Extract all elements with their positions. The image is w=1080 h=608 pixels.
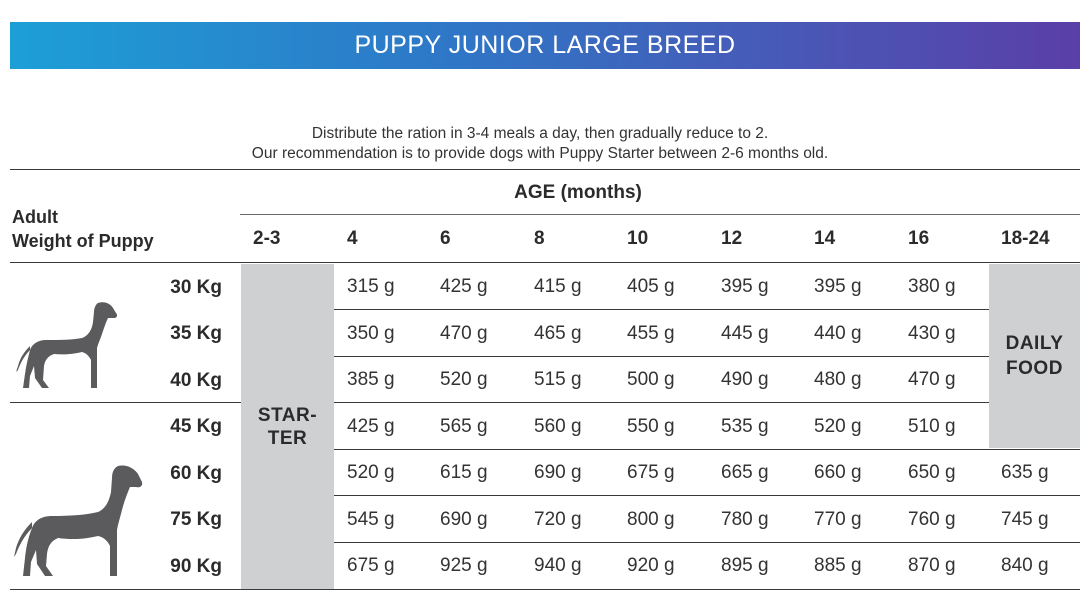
table-cell: 770 g [814, 509, 862, 530]
table-cell: 660 g [814, 462, 862, 483]
instruction-line-2: Our recommendation is to provide dogs wi… [251, 145, 829, 162]
table-cell: 425 g [347, 416, 395, 437]
column-header-4: 4 [347, 228, 358, 249]
row-weight-60: 60 Kg [170, 462, 222, 484]
row-weight-35: 35 Kg [170, 322, 222, 344]
row-weight-75: 75 Kg [170, 508, 222, 530]
daily-food-cell: DAILY FOOD [989, 264, 1080, 448]
table-cell: 480 g [814, 369, 862, 390]
table-cell: 635 g [1001, 462, 1049, 483]
table-cell: 515 g [534, 369, 582, 390]
table-cell: 895 g [721, 555, 769, 576]
column-header-16: 16 [908, 228, 930, 249]
table-cell: 500 g [627, 369, 675, 390]
table-cell: 350 g [347, 323, 395, 344]
dog-silhouette-icon [16, 302, 118, 388]
column-header-8: 8 [534, 228, 545, 249]
row-weight-45: 45 Kg [170, 415, 222, 437]
table-cell: 510 g [908, 416, 956, 437]
table-cell: 675 g [627, 462, 675, 483]
row-divider [334, 356, 989, 357]
feeding-instructions: Distribute the ration in 3-4 meals a day… [0, 124, 1080, 164]
page-title-banner: PUPPY JUNIOR LARGE BREED [10, 22, 1080, 69]
table-cell: 470 g [908, 369, 956, 390]
column-header-10: 10 [627, 228, 649, 249]
table-cell: 445 g [721, 323, 769, 344]
table-cell: 440 g [814, 323, 862, 344]
table-cell: 425 g [440, 276, 488, 297]
table-cell: 315 g [347, 276, 395, 297]
weight-header-line-1: Adult [12, 207, 58, 227]
table-cell: 690 g [534, 462, 582, 483]
row-divider [334, 402, 989, 403]
row-weight-90: 90 Kg [170, 555, 222, 577]
instruction-line-1: Distribute the ration in 3-4 meals a day… [311, 125, 769, 142]
table-top-rule [10, 169, 1080, 170]
table-cell: 565 g [440, 416, 488, 437]
column-header-12: 12 [721, 228, 743, 249]
table-bottom-rule [10, 589, 1080, 590]
table-cell: 455 g [627, 323, 675, 344]
starter-label-line-2: TER [267, 427, 308, 449]
starter-label-line-1: STAR- [257, 404, 318, 426]
table-cell: 870 g [908, 555, 956, 576]
column-header-14: 14 [814, 228, 836, 249]
row-divider [334, 542, 1080, 543]
column-header-2-3: 2-3 [253, 228, 281, 249]
table-cell: 385 g [347, 369, 395, 390]
column-header-18-24: 18-24 [1001, 228, 1050, 249]
table-cell: 395 g [814, 276, 862, 297]
table-cell: 380 g [908, 276, 956, 297]
row-weight-30: 30 Kg [170, 276, 222, 298]
table-cell: 615 g [440, 462, 488, 483]
table-cell: 415 g [534, 276, 582, 297]
table-cell: 650 g [908, 462, 956, 483]
table-cell: 560 g [534, 416, 582, 437]
table-cell: 940 g [534, 555, 582, 576]
table-cell: 925 g [440, 555, 488, 576]
table-cell: 430 g [908, 323, 956, 344]
daily-food-label-line-2: FOOD [1006, 358, 1063, 379]
table-cell: 780 g [721, 509, 769, 530]
row-divider [334, 309, 989, 310]
column-header-6: 6 [440, 228, 451, 249]
table-cell: 405 g [627, 276, 675, 297]
starter-cell: STAR- TER [241, 264, 334, 589]
table-cell: 840 g [1001, 555, 1049, 576]
age-header: AGE (months) [514, 182, 642, 203]
table-cell: 490 g [721, 369, 769, 390]
group-divider-rule [10, 402, 241, 403]
weight-header-line-2: Weight of Puppy [12, 231, 154, 251]
table-cell: 465 g [534, 323, 582, 344]
great-dane-silhouette-icon [14, 465, 143, 576]
table-cell: 550 g [627, 416, 675, 437]
table-cell: 545 g [347, 509, 395, 530]
table-cell: 920 g [627, 555, 675, 576]
table-cell: 720 g [534, 509, 582, 530]
weight-header: Adult Weight of Puppy [12, 205, 154, 253]
table-cell: 885 g [814, 555, 862, 576]
row-divider [334, 495, 1080, 496]
age-header-rule [240, 214, 1080, 215]
row-divider [334, 449, 1080, 450]
table-cell: 520 g [814, 416, 862, 437]
table-cell: 800 g [627, 509, 675, 530]
table-cell: 520 g [440, 369, 488, 390]
table-cell: 690 g [440, 509, 488, 530]
header-bottom-rule [10, 262, 1080, 263]
table-cell: 520 g [347, 462, 395, 483]
table-cell: 745 g [1001, 509, 1049, 530]
page-title: PUPPY JUNIOR LARGE BREED [354, 31, 736, 59]
daily-food-label-line-1: DAILY [1005, 333, 1064, 354]
table-cell: 535 g [721, 416, 769, 437]
table-cell: 675 g [347, 555, 395, 576]
row-weight-40: 40 Kg [170, 369, 222, 391]
table-cell: 760 g [908, 509, 956, 530]
table-cell: 395 g [721, 276, 769, 297]
table-cell: 470 g [440, 323, 488, 344]
table-cell: 665 g [721, 462, 769, 483]
